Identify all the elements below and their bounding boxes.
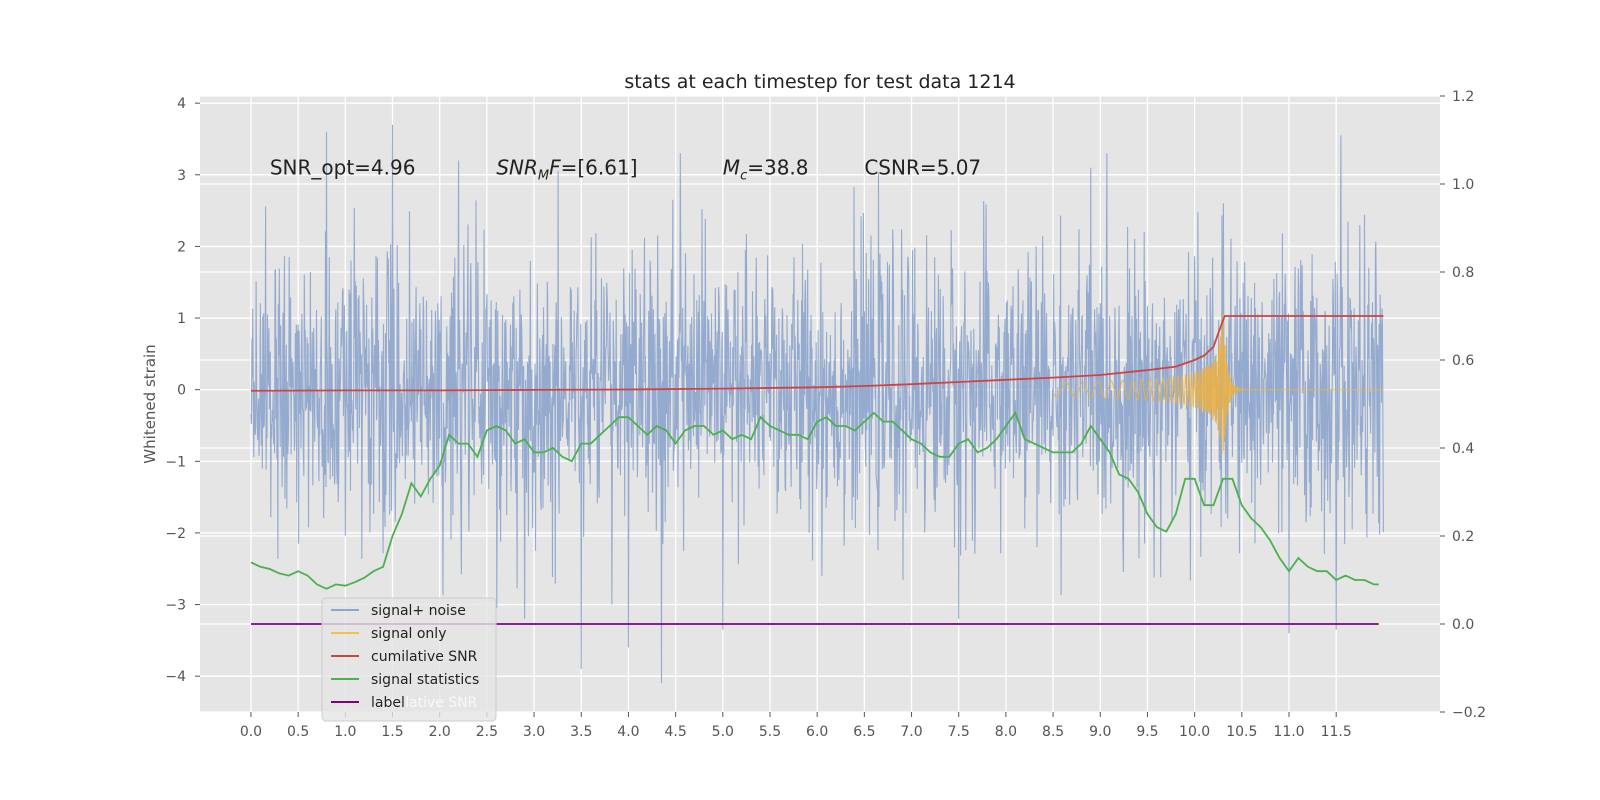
annotation-part: SNR xyxy=(496,156,538,180)
y-axis-right: 1.2 1.0 0.8 0.6 0.4 0.2 0.0 −0.2 xyxy=(1440,89,1486,721)
annotation-part: F xyxy=(549,156,561,180)
x-tick-label: 0.0 xyxy=(240,724,262,740)
x-tick-label: 8.5 xyxy=(1042,724,1064,740)
x-tick-label: 2.0 xyxy=(429,724,451,740)
x-tick-label: 0.5 xyxy=(287,724,309,740)
annotation-3: CSNR=5.07 xyxy=(864,156,981,180)
series-signal-only-line xyxy=(1052,313,1384,454)
annotation-1: SNRMF=[6.61] xyxy=(496,156,637,184)
annotation-part: M xyxy=(723,156,740,180)
x-tick-label: 6.0 xyxy=(806,724,828,740)
x-tick-label: 8.0 xyxy=(995,724,1017,740)
annotation-2: Mc=38.8 xyxy=(723,156,809,184)
annotation-part: CSNR=5.07 xyxy=(864,156,981,180)
x-tick-label: 11.0 xyxy=(1273,724,1304,740)
x-tick-label: 3.0 xyxy=(523,724,545,740)
y-tick-label-left: −1 xyxy=(165,454,186,470)
x-tick-label: 4.0 xyxy=(617,724,639,740)
y-tick-label-right: 0.8 xyxy=(1452,265,1474,281)
legend-entry-label: signal+ noise xyxy=(371,603,466,619)
annotation-part: =38.8 xyxy=(747,156,808,180)
series-signal-statistics-line xyxy=(250,410,1379,590)
x-tick-label: 7.5 xyxy=(948,724,970,740)
y-axis-label: Whitened strain xyxy=(141,344,159,463)
x-tick-label: 11.5 xyxy=(1321,724,1352,740)
annotation-part: =[6.61] xyxy=(561,156,638,180)
y-tick-label-right: 1.2 xyxy=(1452,89,1474,105)
x-tick-label: 1.0 xyxy=(334,724,356,740)
legend-entry-label: signal statistics xyxy=(371,672,479,688)
y-tick-label-right: 0.0 xyxy=(1452,617,1474,633)
y-tick-label-left: 3 xyxy=(177,168,186,184)
legend-entry-label: label xyxy=(371,695,405,711)
y-tick-label-right: 0.4 xyxy=(1452,441,1474,457)
x-tick-label: 3.5 xyxy=(570,724,592,740)
y-tick-label-left: 1 xyxy=(177,311,186,327)
series-signal-noise-line xyxy=(250,124,1384,684)
x-tick-label: 9.0 xyxy=(1089,724,1111,740)
x-tick-label: 5.0 xyxy=(712,724,734,740)
annotation-part: SNR_opt=4.96 xyxy=(270,156,416,180)
annotation-part: c xyxy=(740,169,747,184)
y-tick-label-right: 0.2 xyxy=(1452,529,1474,545)
chart-title: stats at each timestep for test data 121… xyxy=(624,71,1015,93)
x-tick-label: 7.0 xyxy=(900,724,922,740)
y-tick-label-right: 1.0 xyxy=(1452,177,1474,193)
legend: cumilative SNR signal+ noise signal only cu… xyxy=(321,597,497,722)
x-tick-label: 4.5 xyxy=(664,724,686,740)
legend-entry-label: cumilative SNR xyxy=(371,649,478,665)
x-tick-label: 10.5 xyxy=(1226,724,1257,740)
legend-box xyxy=(321,597,497,722)
y-tick-label-right: 0.6 xyxy=(1452,353,1474,369)
y-tick-label-right: −0.2 xyxy=(1452,705,1486,721)
y-tick-label-left: −3 xyxy=(165,598,186,614)
x-tick-label: 1.5 xyxy=(381,724,403,740)
legend-entry-label: signal only xyxy=(371,626,446,642)
x-tick-label: 2.5 xyxy=(476,724,498,740)
series-cumilative-snr-line xyxy=(250,315,1384,392)
x-tick-label: 5.5 xyxy=(759,724,781,740)
annotation-0: SNR_opt=4.96 xyxy=(270,156,416,180)
y-tick-label-left: 4 xyxy=(177,96,186,112)
annotation-part: M xyxy=(538,169,549,184)
x-tick-label: 6.5 xyxy=(853,724,875,740)
x-tick-label: 9.5 xyxy=(1136,724,1158,740)
x-axis: 0.0 0.5 1.0 1.5 2.0 2.5 3.0 3.5 4.0 4.5 5.0 5.5 6.0 6… xyxy=(240,712,1352,740)
y-tick-label-left: 2 xyxy=(177,239,186,255)
y-tick-label-left: 0 xyxy=(177,383,186,399)
x-tick-label: 10.0 xyxy=(1179,724,1210,740)
y-tick-label-left: −4 xyxy=(165,669,186,685)
y-axis-left: 4 3 2 1 0 −1 −2 −3 −4 xyxy=(165,96,200,685)
y-tick-label-left: −2 xyxy=(165,526,186,542)
annotations: SNR_opt=4.96 SNRMF=[6.61] Mc=38.8 CSNR=5.07 xyxy=(270,156,981,184)
legend-ghost-text: cumilative SNR xyxy=(371,695,478,711)
